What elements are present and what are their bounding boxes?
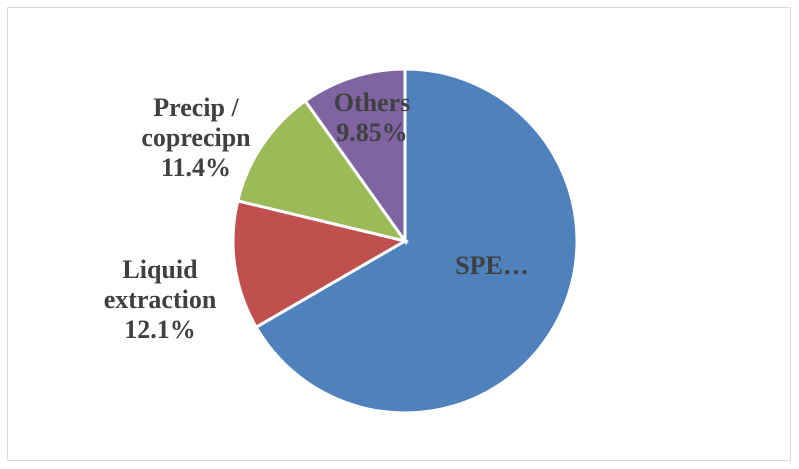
label-value: 11.4% <box>160 153 232 182</box>
pie-slice <box>303 67 407 246</box>
pie-slice <box>254 67 579 415</box>
label-value: 12.1% <box>124 315 196 344</box>
data-label: Others 9.85% <box>317 88 427 148</box>
label-category: Others <box>333 88 411 117</box>
pie-slice <box>235 98 409 244</box>
label-value: 9.85% <box>336 118 408 147</box>
label-category: Precip / coprecipn <box>141 93 251 152</box>
pie-slice <box>231 199 410 330</box>
data-label: Liquid extraction 12.1% <box>95 255 225 345</box>
label-category: Liquid extraction <box>103 255 217 314</box>
data-label: SPE… <box>427 251 557 281</box>
label-category: SPE… <box>455 251 529 280</box>
data-label: Precip / coprecipn 11.4% <box>131 93 261 183</box>
